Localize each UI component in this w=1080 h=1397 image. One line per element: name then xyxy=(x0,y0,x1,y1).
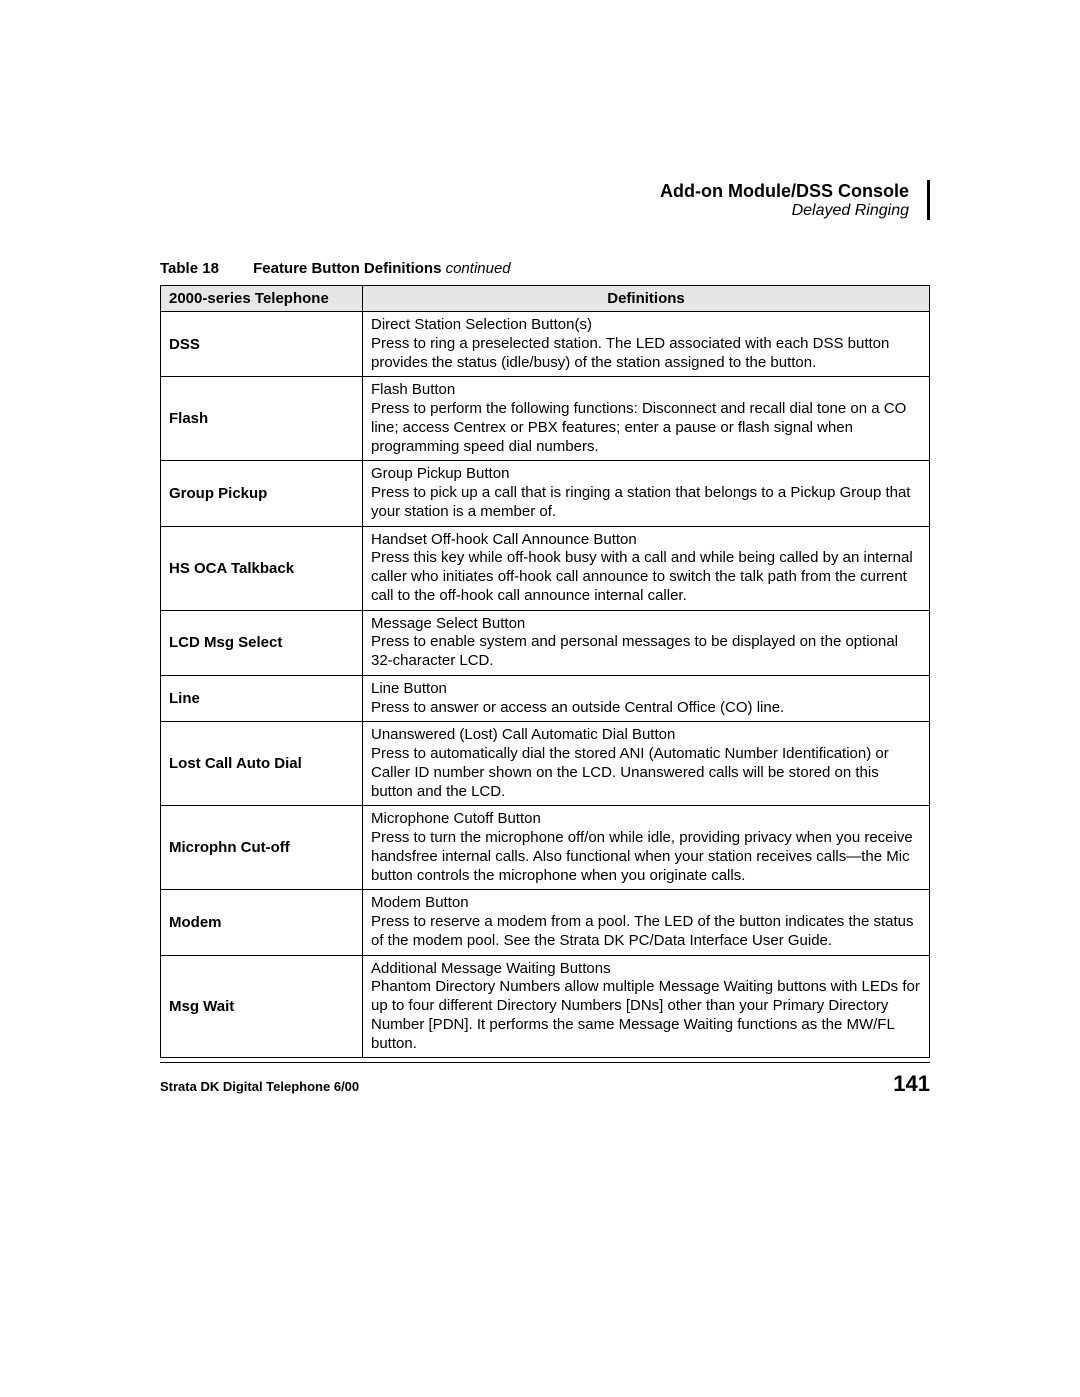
col-header-definitions: Definitions xyxy=(363,286,930,312)
feature-name: Lost Call Auto Dial xyxy=(161,722,363,806)
table-row: LCD Msg Select Message Select ButtonPres… xyxy=(161,610,930,675)
def-body: Press to pick up a call that is ringing … xyxy=(371,484,910,520)
feature-def: Handset Off-hook Call Announce ButtonPre… xyxy=(363,526,930,610)
table-row: HS OCA Talkback Handset Off-hook Call An… xyxy=(161,526,930,610)
feature-def: Flash ButtonPress to perform the followi… xyxy=(363,377,930,461)
feature-name: Line xyxy=(161,675,363,722)
feature-name: Flash xyxy=(161,377,363,461)
table-row: Line Line ButtonPress to answer or acces… xyxy=(161,675,930,722)
table-row: Group Pickup Group Pickup ButtonPress to… xyxy=(161,461,930,526)
header-text-group: Add-on Module/DSS Console Delayed Ringin… xyxy=(660,180,927,220)
def-body: Press to perform the following functions… xyxy=(371,400,906,455)
def-title: Flash Button xyxy=(371,381,921,400)
feature-def: Direct Station Selection Button(s)Press … xyxy=(363,312,930,377)
def-body: Press to automatically dial the stored A… xyxy=(371,745,889,800)
table-row: Flash Flash ButtonPress to perform the f… xyxy=(161,377,930,461)
feature-def: Modem ButtonPress to reserve a modem fro… xyxy=(363,890,930,955)
feature-name: DSS xyxy=(161,312,363,377)
page-header: Add-on Module/DSS Console Delayed Ringin… xyxy=(160,180,930,220)
def-title: Message Select Button xyxy=(371,615,921,634)
table-title-italic: continued xyxy=(441,260,510,277)
feature-name: HS OCA Talkback xyxy=(161,526,363,610)
header-title: Add-on Module/DSS Console xyxy=(660,181,919,202)
table-row: Modem Modem ButtonPress to reserve a mod… xyxy=(161,890,930,955)
col-header-telephone: 2000-series Telephone xyxy=(161,286,363,312)
table-row: Lost Call Auto Dial Unanswered (Lost) Ca… xyxy=(161,722,930,806)
feature-def: Unanswered (Lost) Call Automatic Dial Bu… xyxy=(363,722,930,806)
def-title: Unanswered (Lost) Call Automatic Dial Bu… xyxy=(371,726,921,745)
feature-def: Line ButtonPress to answer or access an … xyxy=(363,675,930,722)
table-label: Table 18 xyxy=(160,260,219,277)
feature-def: Group Pickup ButtonPress to pick up a ca… xyxy=(363,461,930,526)
def-body: Phantom Directory Numbers allow multiple… xyxy=(371,978,920,1051)
header-wrap: Add-on Module/DSS Console Delayed Ringin… xyxy=(160,180,930,220)
def-body: Press to reserve a modem from a pool. Th… xyxy=(371,913,914,949)
feature-name: Modem xyxy=(161,890,363,955)
table-header-row: 2000-series Telephone Definitions xyxy=(161,286,930,312)
def-body: Press to answer or access an outside Cen… xyxy=(371,699,784,716)
table-row: Microphn Cut-off Microphone Cutoff Butto… xyxy=(161,806,930,890)
table-caption: Table 18 Feature Button Definitions cont… xyxy=(160,260,930,277)
table-title-bold: Feature Button Definitions xyxy=(253,260,441,277)
header-subtitle: Delayed Ringing xyxy=(792,202,919,220)
def-title: Line Button xyxy=(371,680,921,699)
def-title: Handset Off-hook Call Announce Button xyxy=(371,531,921,550)
def-body: Press to turn the microphone off/on whil… xyxy=(371,829,913,884)
feature-def: Message Select ButtonPress to enable sys… xyxy=(363,610,930,675)
definitions-table: 2000-series Telephone Definitions DSS Di… xyxy=(160,285,930,1058)
table-row: DSS Direct Station Selection Button(s)Pr… xyxy=(161,312,930,377)
page-footer: Strata DK Digital Telephone 6/00 141 xyxy=(160,1062,930,1097)
feature-name: Group Pickup xyxy=(161,461,363,526)
footer-page-number: 141 xyxy=(893,1071,930,1097)
feature-def: Microphone Cutoff ButtonPress to turn th… xyxy=(363,806,930,890)
table-row: Msg Wait Additional Message Waiting Butt… xyxy=(161,955,930,1058)
feature-def: Additional Message Waiting ButtonsPhanto… xyxy=(363,955,930,1058)
feature-name: Msg Wait xyxy=(161,955,363,1058)
def-title: Group Pickup Button xyxy=(371,465,921,484)
def-title: Direct Station Selection Button(s) xyxy=(371,316,921,335)
footer-doc-title: Strata DK Digital Telephone 6/00 xyxy=(160,1079,359,1094)
def-body: Press this key while off-hook busy with … xyxy=(371,549,913,604)
header-divider-bar xyxy=(927,180,930,220)
def-body: Press to enable system and personal mess… xyxy=(371,633,898,669)
def-title: Microphone Cutoff Button xyxy=(371,810,921,829)
def-title: Additional Message Waiting Buttons xyxy=(371,960,921,979)
def-body: Press to ring a preselected station. The… xyxy=(371,335,889,371)
page-container: Add-on Module/DSS Console Delayed Ringin… xyxy=(0,0,1080,1397)
def-title: Modem Button xyxy=(371,894,921,913)
table-body: DSS Direct Station Selection Button(s)Pr… xyxy=(161,312,930,1058)
feature-name: Microphn Cut-off xyxy=(161,806,363,890)
feature-name: LCD Msg Select xyxy=(161,610,363,675)
